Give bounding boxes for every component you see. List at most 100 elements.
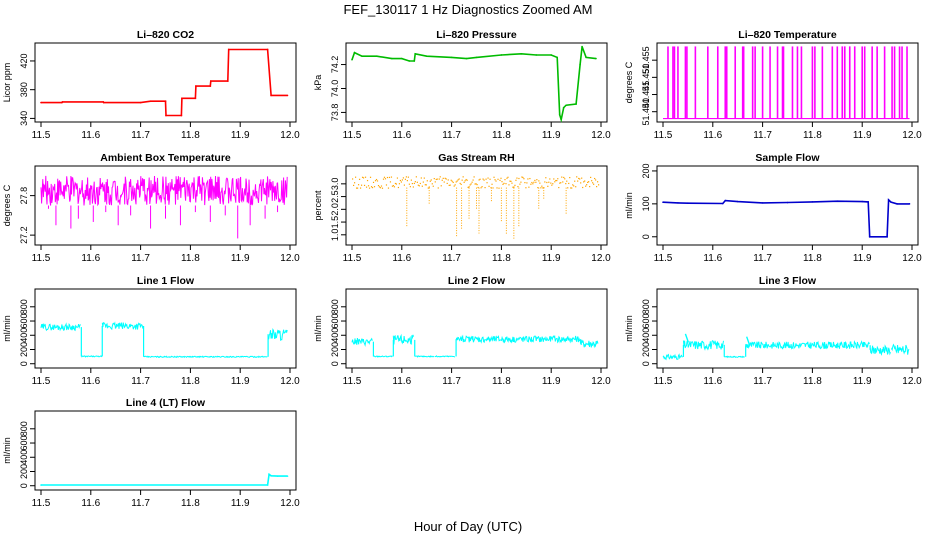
y-tick-label: 51.450 <box>641 64 651 92</box>
data-point <box>465 178 467 181</box>
data-point <box>560 182 562 184</box>
x-tick-label: 11.5 <box>32 376 51 387</box>
data-point <box>422 181 424 183</box>
data-point <box>387 187 390 189</box>
flow-peak <box>746 336 751 346</box>
data-point <box>890 201 892 204</box>
data-point <box>421 185 423 187</box>
x-tick-label: 11.6 <box>703 376 722 387</box>
data-point <box>427 187 429 189</box>
data-point <box>416 181 418 183</box>
data-point <box>436 178 438 180</box>
x-tick-label: 12.0 <box>280 253 300 264</box>
x-tick-label: 12.0 <box>591 130 611 141</box>
data-point <box>418 185 420 187</box>
data-point <box>149 100 152 102</box>
data-point <box>438 178 440 180</box>
data-point <box>575 103 577 105</box>
data-point <box>442 177 444 179</box>
y-tick-label: 800 <box>19 299 29 314</box>
y-tick-label: 73.8 <box>330 104 340 122</box>
plot-frame <box>656 288 919 369</box>
plot-area <box>40 321 288 359</box>
x-tick-label: 11.6 <box>81 498 100 509</box>
data-point <box>460 183 462 186</box>
x-tick-label: 11.8 <box>181 376 200 387</box>
plot-frame <box>345 165 608 246</box>
data-point <box>389 181 392 183</box>
data-point <box>494 179 496 181</box>
y-tick-label: 800 <box>19 421 29 436</box>
data-point <box>470 183 472 185</box>
data-point <box>401 57 403 60</box>
data-point <box>455 181 457 183</box>
data-point <box>286 94 289 97</box>
data-point <box>475 183 477 185</box>
x-tick-label: 11.9 <box>231 130 250 141</box>
x-tick-label: 11.7 <box>131 253 150 264</box>
data-point <box>466 179 468 181</box>
x-tick-label: 11.7 <box>753 253 772 264</box>
data-point <box>40 484 42 486</box>
plot-area <box>352 176 600 239</box>
panel-title: Li–820 Temperature <box>738 29 837 41</box>
data-point <box>180 114 183 117</box>
data-point <box>408 183 410 185</box>
data-point <box>581 45 583 48</box>
data-point <box>538 180 540 182</box>
data-point <box>566 180 568 182</box>
data-point <box>513 186 515 188</box>
data-point <box>500 177 502 179</box>
data-point <box>561 176 563 178</box>
panel-6: Line 1 Flow 11.5 11.6 11.7 11.8 11.9 12.0 0 2004… <box>2 275 300 387</box>
x-tick-label: 11.6 <box>703 130 722 141</box>
x-tick-label: 11.9 <box>853 130 872 141</box>
y-tick-label: 74.0 <box>330 80 340 98</box>
x-tick-label: 11.5 <box>343 376 362 387</box>
data-point <box>576 176 578 178</box>
x-tick-label: 11.5 <box>654 253 673 264</box>
x-tick-label: 11.8 <box>181 253 200 264</box>
flow-segment <box>143 355 268 359</box>
data-point <box>429 180 431 182</box>
data-point <box>580 182 582 184</box>
data-point <box>439 176 441 178</box>
x-tick-label: 11.9 <box>542 130 561 141</box>
data-point <box>555 179 557 182</box>
data-point <box>560 118 562 121</box>
data-point <box>467 186 469 189</box>
y-axis-label: percent <box>313 190 323 221</box>
panel-5: Sample Flow 11.5 11.6 11.7 11.8 11.9 12.0 0 100 2… <box>624 152 922 264</box>
data-point <box>448 184 450 186</box>
data-point <box>430 179 432 181</box>
plot-area <box>662 333 910 361</box>
data-point <box>509 180 511 182</box>
data-point <box>414 181 416 183</box>
data-point <box>465 57 468 60</box>
x-tick-label: 11.8 <box>181 130 200 141</box>
data-point <box>195 85 197 87</box>
figure-title: FEF_130117 1 Hz Diagnostics Zoomed AM <box>343 2 592 17</box>
data-point <box>575 186 577 188</box>
flow-peak <box>684 333 690 343</box>
data-point <box>521 176 523 178</box>
data-point <box>547 185 549 187</box>
figure-xlabel: Hour of Day (UTC) <box>414 519 522 534</box>
data-point <box>556 56 558 59</box>
data-point <box>721 202 724 205</box>
y-tick-label: 0 <box>641 234 651 239</box>
data-point <box>524 182 526 184</box>
y-tick-label: 2.0 <box>330 203 340 216</box>
x-tick-label: 11.8 <box>492 253 511 264</box>
data-point <box>393 186 396 188</box>
flow-segment <box>40 322 81 332</box>
data-point <box>363 184 366 187</box>
data-point <box>512 186 514 188</box>
data-point <box>564 178 566 180</box>
panel-7: Line 2 Flow 11.5 11.6 11.7 11.8 11.9 12.0 0 2004… <box>313 275 611 387</box>
y-tick-label: 1.0 <box>330 229 340 242</box>
x-tick-label: 12.0 <box>280 130 300 141</box>
data-point <box>353 182 356 184</box>
data-point <box>587 181 589 184</box>
data-point <box>520 181 522 183</box>
